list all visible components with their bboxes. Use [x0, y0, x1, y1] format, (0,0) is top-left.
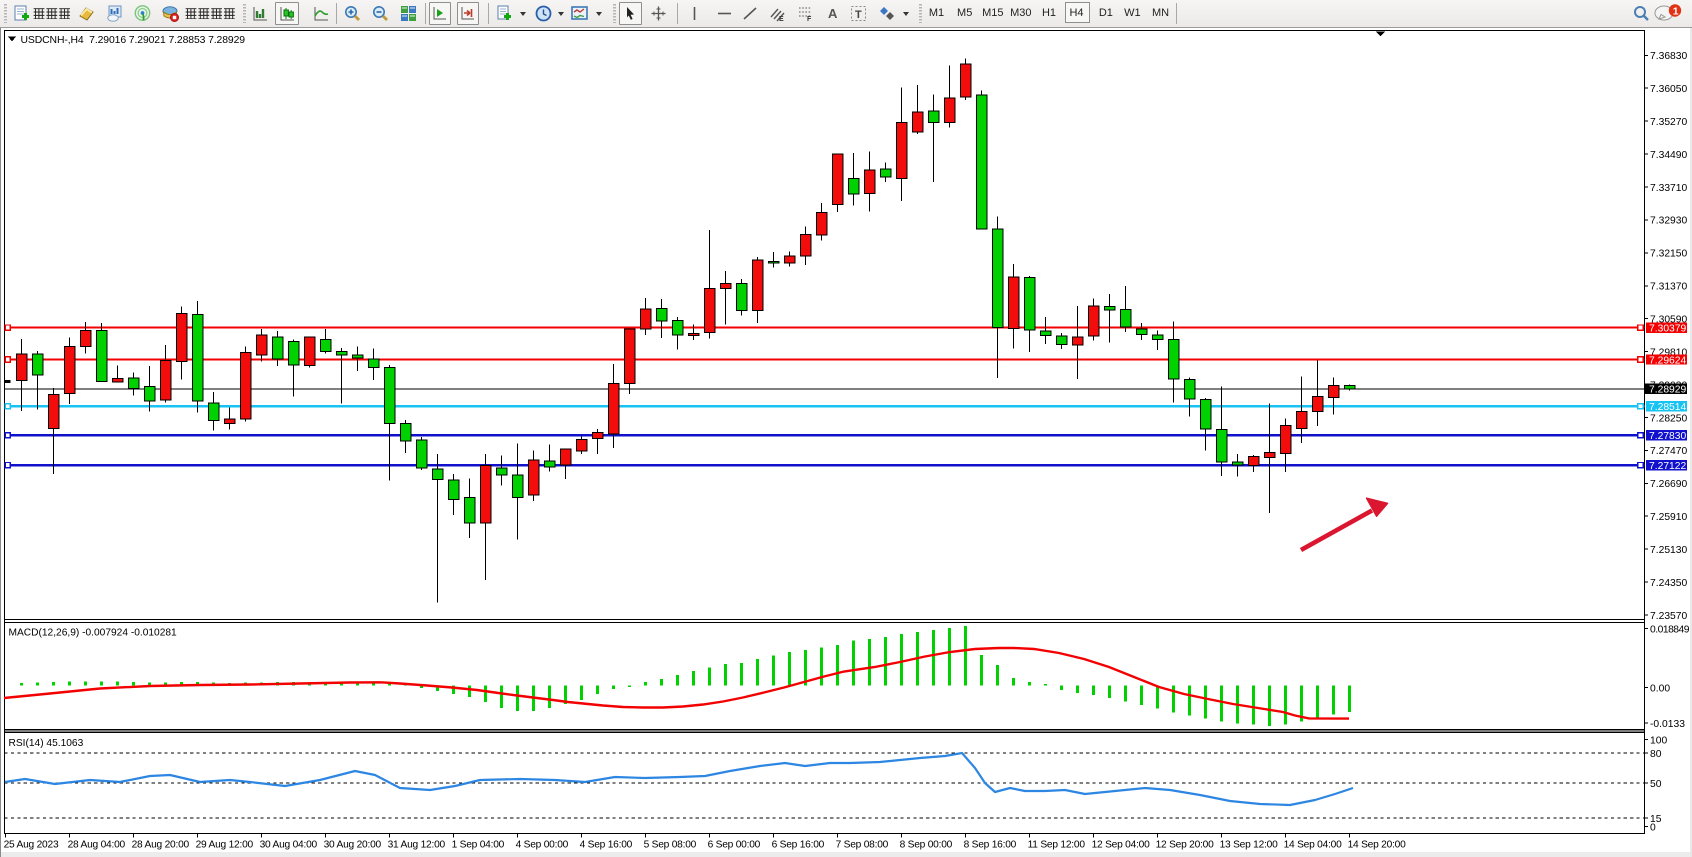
svg-text:7.30590: 7.30590 — [1650, 315, 1687, 326]
svg-text:-0.0133: -0.0133 — [1650, 719, 1685, 730]
svg-text:0: 0 — [1650, 822, 1656, 833]
svg-text:7.27470: 7.27470 — [1650, 446, 1687, 457]
svg-text:7.33710: 7.33710 — [1650, 183, 1687, 194]
svg-text:RSI(14) 45.1063: RSI(14) 45.1063 — [9, 738, 84, 749]
svg-text:14 Sep 20:00: 14 Sep 20:00 — [1348, 840, 1407, 851]
svg-text:6 Sep 16:00: 6 Sep 16:00 — [772, 840, 825, 851]
svg-text:0.00: 0.00 — [1650, 683, 1670, 694]
svg-text:4 Sep 00:00: 4 Sep 00:00 — [516, 840, 569, 851]
svg-text:30 Aug 20:00: 30 Aug 20:00 — [324, 840, 382, 851]
svg-text:50: 50 — [1650, 779, 1662, 790]
svg-text:7.28514: 7.28514 — [1649, 402, 1686, 413]
svg-text:7.24350: 7.24350 — [1650, 578, 1687, 589]
svg-text:7.31370: 7.31370 — [1650, 282, 1687, 293]
svg-text:12 Sep 04:00: 12 Sep 04:00 — [1092, 840, 1151, 851]
svg-text:7.34490: 7.34490 — [1650, 150, 1687, 161]
svg-text:100: 100 — [1650, 735, 1667, 746]
svg-text:5 Sep 08:00: 5 Sep 08:00 — [644, 840, 697, 851]
svg-text:8 Sep 00:00: 8 Sep 00:00 — [900, 840, 953, 851]
svg-text:7 Sep 08:00: 7 Sep 08:00 — [836, 840, 889, 851]
svg-text:USDCNH-,H4 7.29016 7.29021 7.: USDCNH-,H4 7.29016 7.29021 7.28853 7.289… — [21, 35, 246, 46]
svg-text:7.26690: 7.26690 — [1650, 479, 1687, 490]
svg-text:8 Sep 16:00: 8 Sep 16:00 — [964, 840, 1017, 851]
svg-text:28 Aug 20:00: 28 Aug 20:00 — [132, 840, 190, 851]
svg-text:7.29624: 7.29624 — [1649, 355, 1686, 366]
svg-text:E: E — [779, 16, 784, 22]
svg-text:F: F — [807, 16, 812, 22]
svg-text:11 Sep 12:00: 11 Sep 12:00 — [1028, 840, 1086, 851]
svg-text:7.30379: 7.30379 — [1649, 323, 1686, 334]
svg-text:28 Aug 04:00: 28 Aug 04:00 — [68, 840, 126, 851]
svg-text:7.27830: 7.27830 — [1649, 431, 1686, 442]
svg-text:29 Aug 12:00: 29 Aug 12:00 — [196, 840, 254, 851]
svg-text:15: 15 — [1650, 814, 1662, 825]
svg-text:1 Sep 04:00: 1 Sep 04:00 — [452, 840, 505, 851]
svg-text:7.28250: 7.28250 — [1650, 413, 1687, 424]
svg-text:7.25910: 7.25910 — [1650, 512, 1687, 523]
svg-text:7.23570: 7.23570 — [1650, 611, 1687, 622]
svg-text:14 Sep 04:00: 14 Sep 04:00 — [1284, 840, 1343, 851]
svg-text:T: T — [855, 9, 862, 21]
svg-text:7.32930: 7.32930 — [1650, 216, 1687, 227]
svg-text:12 Sep 20:00: 12 Sep 20:00 — [1156, 840, 1215, 851]
svg-text:4 Sep 16:00: 4 Sep 16:00 — [580, 840, 633, 851]
svg-text:30 Aug 04:00: 30 Aug 04:00 — [260, 840, 318, 851]
svg-text:0.018849: 0.018849 — [1650, 624, 1690, 635]
svg-text:7.29810: 7.29810 — [1650, 347, 1687, 358]
svg-text:7.25130: 7.25130 — [1650, 545, 1687, 556]
svg-text:7.36830: 7.36830 — [1650, 51, 1687, 62]
svg-text:80: 80 — [1650, 749, 1662, 760]
svg-text:6 Sep 00:00: 6 Sep 00:00 — [708, 840, 761, 851]
svg-text:7.32150: 7.32150 — [1650, 249, 1687, 260]
svg-text:31 Aug 12:00: 31 Aug 12:00 — [388, 840, 446, 851]
svg-text:1: 1 — [1673, 6, 1679, 17]
svg-text:25 Aug 2023: 25 Aug 2023 — [4, 840, 59, 851]
svg-text:MACD(12,26,9) -0.007924 -0.010: MACD(12,26,9) -0.007924 -0.010281 — [9, 628, 178, 639]
svg-text:7.28929: 7.28929 — [1649, 385, 1686, 396]
svg-text:7.36050: 7.36050 — [1650, 84, 1687, 95]
svg-text:7.35270: 7.35270 — [1650, 117, 1687, 128]
svg-text:13 Sep 12:00: 13 Sep 12:00 — [1220, 840, 1279, 851]
svg-text:7.27122: 7.27122 — [1649, 461, 1686, 472]
